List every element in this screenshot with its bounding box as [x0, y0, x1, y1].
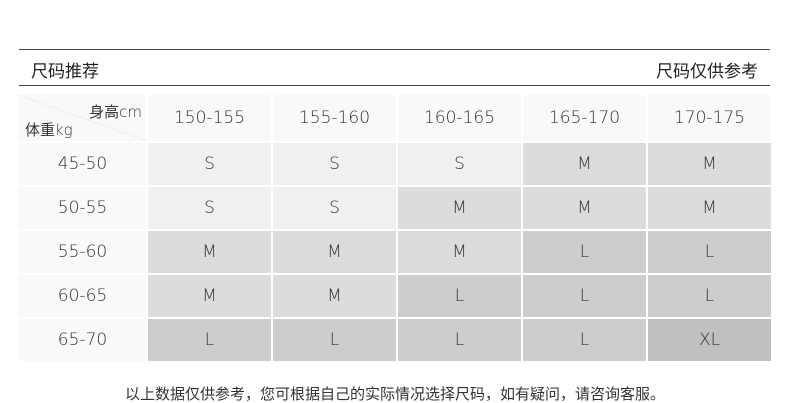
reference-only-note: 尺码仅供参考	[656, 62, 758, 82]
table-row: 60-65 M M L L L	[19, 275, 771, 317]
size-cell: L	[648, 231, 771, 273]
footer-note: 以上数据仅供参考，您可根据自己的实际情况选择尺码，如有疑问，请咨询客服。	[124, 385, 665, 403]
height-axis-label: 身高cm	[89, 103, 142, 121]
row-header: 45-50	[19, 143, 146, 185]
corner-cell: 身高cm 体重kg	[19, 95, 146, 141]
size-cell: L	[398, 275, 521, 317]
size-table: 身高cm 体重kg 150-155 155-160 160-165 165-17…	[17, 93, 773, 363]
table-row: 65-70 L L L L XL	[19, 319, 771, 361]
size-cell: M	[398, 231, 521, 273]
top-divider	[19, 49, 770, 50]
size-cell: M	[648, 143, 771, 185]
weight-axis-label: 体重kg	[25, 121, 73, 139]
size-cell: S	[273, 187, 396, 229]
row-header: 50-55	[19, 187, 146, 229]
size-cell: M	[148, 231, 271, 273]
size-cell: M	[523, 187, 646, 229]
column-header: 170-175	[648, 95, 771, 141]
size-cell: M	[273, 231, 396, 273]
size-cell: L	[523, 231, 646, 273]
size-cell: M	[148, 275, 271, 317]
size-cell: S	[273, 143, 396, 185]
column-header: 150-155	[148, 95, 271, 141]
table-row: 55-60 M M M L L	[19, 231, 771, 273]
size-cell: L	[523, 319, 646, 361]
row-header: 65-70	[19, 319, 146, 361]
size-cell: M	[398, 187, 521, 229]
column-header: 165-170	[523, 95, 646, 141]
row-header: 60-65	[19, 275, 146, 317]
size-cell: L	[398, 319, 521, 361]
column-header: 155-160	[273, 95, 396, 141]
table-row: 50-55 S S M M M	[19, 187, 771, 229]
size-cell: S	[148, 187, 271, 229]
size-cell: L	[273, 319, 396, 361]
table-header-row: 身高cm 体重kg 150-155 155-160 160-165 165-17…	[19, 95, 771, 141]
size-cell: XL	[648, 319, 771, 361]
size-cell: L	[523, 275, 646, 317]
table-row: 45-50 S S S M M	[19, 143, 771, 185]
column-header: 160-165	[398, 95, 521, 141]
size-cell: S	[398, 143, 521, 185]
row-header: 55-60	[19, 231, 146, 273]
size-cell: L	[648, 275, 771, 317]
header-divider	[19, 85, 770, 86]
size-cell: L	[148, 319, 271, 361]
size-cell: S	[148, 143, 271, 185]
size-cell: M	[273, 275, 396, 317]
size-cell: M	[648, 187, 771, 229]
size-cell: M	[523, 143, 646, 185]
size-recommendation-title: 尺码推荐	[31, 62, 99, 82]
